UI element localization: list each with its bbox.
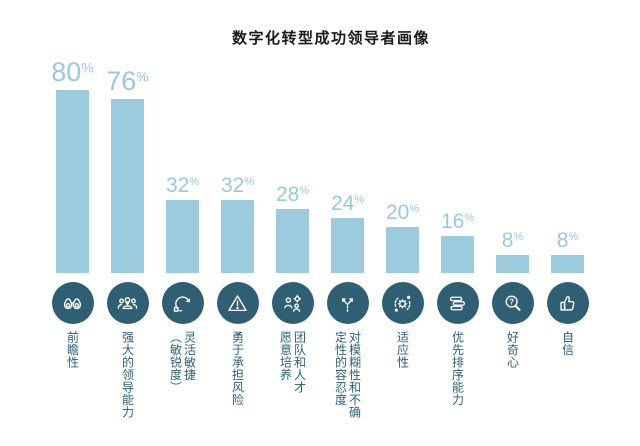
value-label: 8%	[501, 228, 524, 252]
value-label: 16%	[440, 210, 475, 234]
bar	[496, 254, 529, 273]
value-label: 32%	[165, 173, 200, 197]
icon-badge	[381, 282, 424, 324]
bar	[441, 236, 474, 273]
priority-stack-icon	[449, 296, 466, 310]
bar	[111, 99, 144, 273]
agility-loop-icon	[173, 295, 191, 312]
category-label: 强大的领导能力	[120, 331, 135, 419]
icon-badge	[51, 282, 94, 324]
category-label: 好奇心	[505, 331, 520, 369]
talent-development-icon	[284, 294, 302, 312]
chart-column-confidence: 8% 自信	[540, 58, 595, 419]
value-label: 80%	[51, 57, 94, 87]
percent-sign: %	[409, 203, 420, 216]
chart-column-leadership: 76% 强大的领导能力	[100, 58, 155, 419]
percent-sign: %	[244, 176, 255, 189]
percent-sign: %	[354, 194, 365, 207]
thumbs-up-icon	[560, 295, 575, 311]
bar	[221, 199, 254, 273]
value-label: 8%	[556, 228, 579, 252]
icon-badge	[436, 282, 479, 324]
adaptability-gear-icon	[394, 295, 411, 312]
bar-chart-area: 80% 前瞻性 76%	[45, 58, 595, 419]
category-label: 前瞻性	[65, 331, 80, 369]
bar	[551, 254, 584, 273]
percent-sign: %	[136, 68, 149, 85]
icon-badge	[271, 282, 314, 324]
category-label: 适应性	[395, 331, 410, 369]
category-label: 勇于承担风险	[230, 331, 245, 406]
value-label: 32%	[220, 173, 255, 197]
bar	[56, 90, 89, 273]
chart-column-ambiguity-tolerance: 24% 对模糊性和不确 定性的容忍度	[320, 58, 375, 419]
percent-sign: %	[464, 212, 475, 225]
icon-badge	[326, 282, 369, 324]
category-label: 自信	[560, 331, 575, 356]
icon-badge	[546, 282, 589, 324]
bar	[386, 227, 419, 273]
chart-column-risk-taking: 32% 勇于承担风险	[210, 58, 265, 419]
percent-sign: %	[81, 59, 94, 76]
icon-badge	[161, 282, 204, 324]
category-label: 灵活敏捷 （敏锐度）	[168, 331, 197, 394]
icon-badge	[216, 282, 259, 324]
percent-sign: %	[568, 230, 579, 243]
risk-warning-icon	[228, 294, 247, 311]
value-label: 24%	[330, 192, 365, 216]
category-label: 优先排序能力	[450, 331, 465, 406]
percent-sign: %	[189, 176, 200, 189]
bar	[276, 208, 309, 273]
chart-column-talent-development: 28% 团队和人才 愿意培养	[265, 58, 320, 419]
svg-text:?: ?	[509, 297, 514, 306]
bar	[331, 218, 364, 273]
category-label: 对模糊性和不确 定性的容忍度	[333, 331, 362, 419]
chart-column-adaptability: 20% 适应性	[375, 58, 430, 419]
value-label: 20%	[385, 201, 420, 225]
chart-column-prioritization: 16% 优先排序能力	[430, 58, 485, 419]
bar	[166, 199, 199, 273]
percent-sign: %	[299, 185, 310, 198]
branching-paths-icon	[342, 297, 353, 312]
chart-title: 数字化转型成功领导者画像	[231, 30, 430, 47]
value-label: 76%	[106, 66, 149, 97]
chart-column-foresight: 80% 前瞻性	[45, 58, 100, 419]
percent-sign: %	[513, 230, 524, 243]
chart-column-curiosity: 8% ? 好奇心	[485, 58, 540, 419]
binoculars-icon	[63, 297, 82, 309]
category-label: 团队和人才 愿意培养	[278, 331, 307, 394]
icon-badge: ?	[491, 282, 534, 324]
chart-column-agility: 32% 灵活敏捷 （敏锐度）	[155, 58, 210, 419]
team-leadership-icon	[117, 296, 138, 309]
value-label: 28%	[275, 182, 310, 206]
curiosity-magnifier-icon: ?	[505, 295, 521, 311]
icon-badge	[106, 282, 149, 324]
